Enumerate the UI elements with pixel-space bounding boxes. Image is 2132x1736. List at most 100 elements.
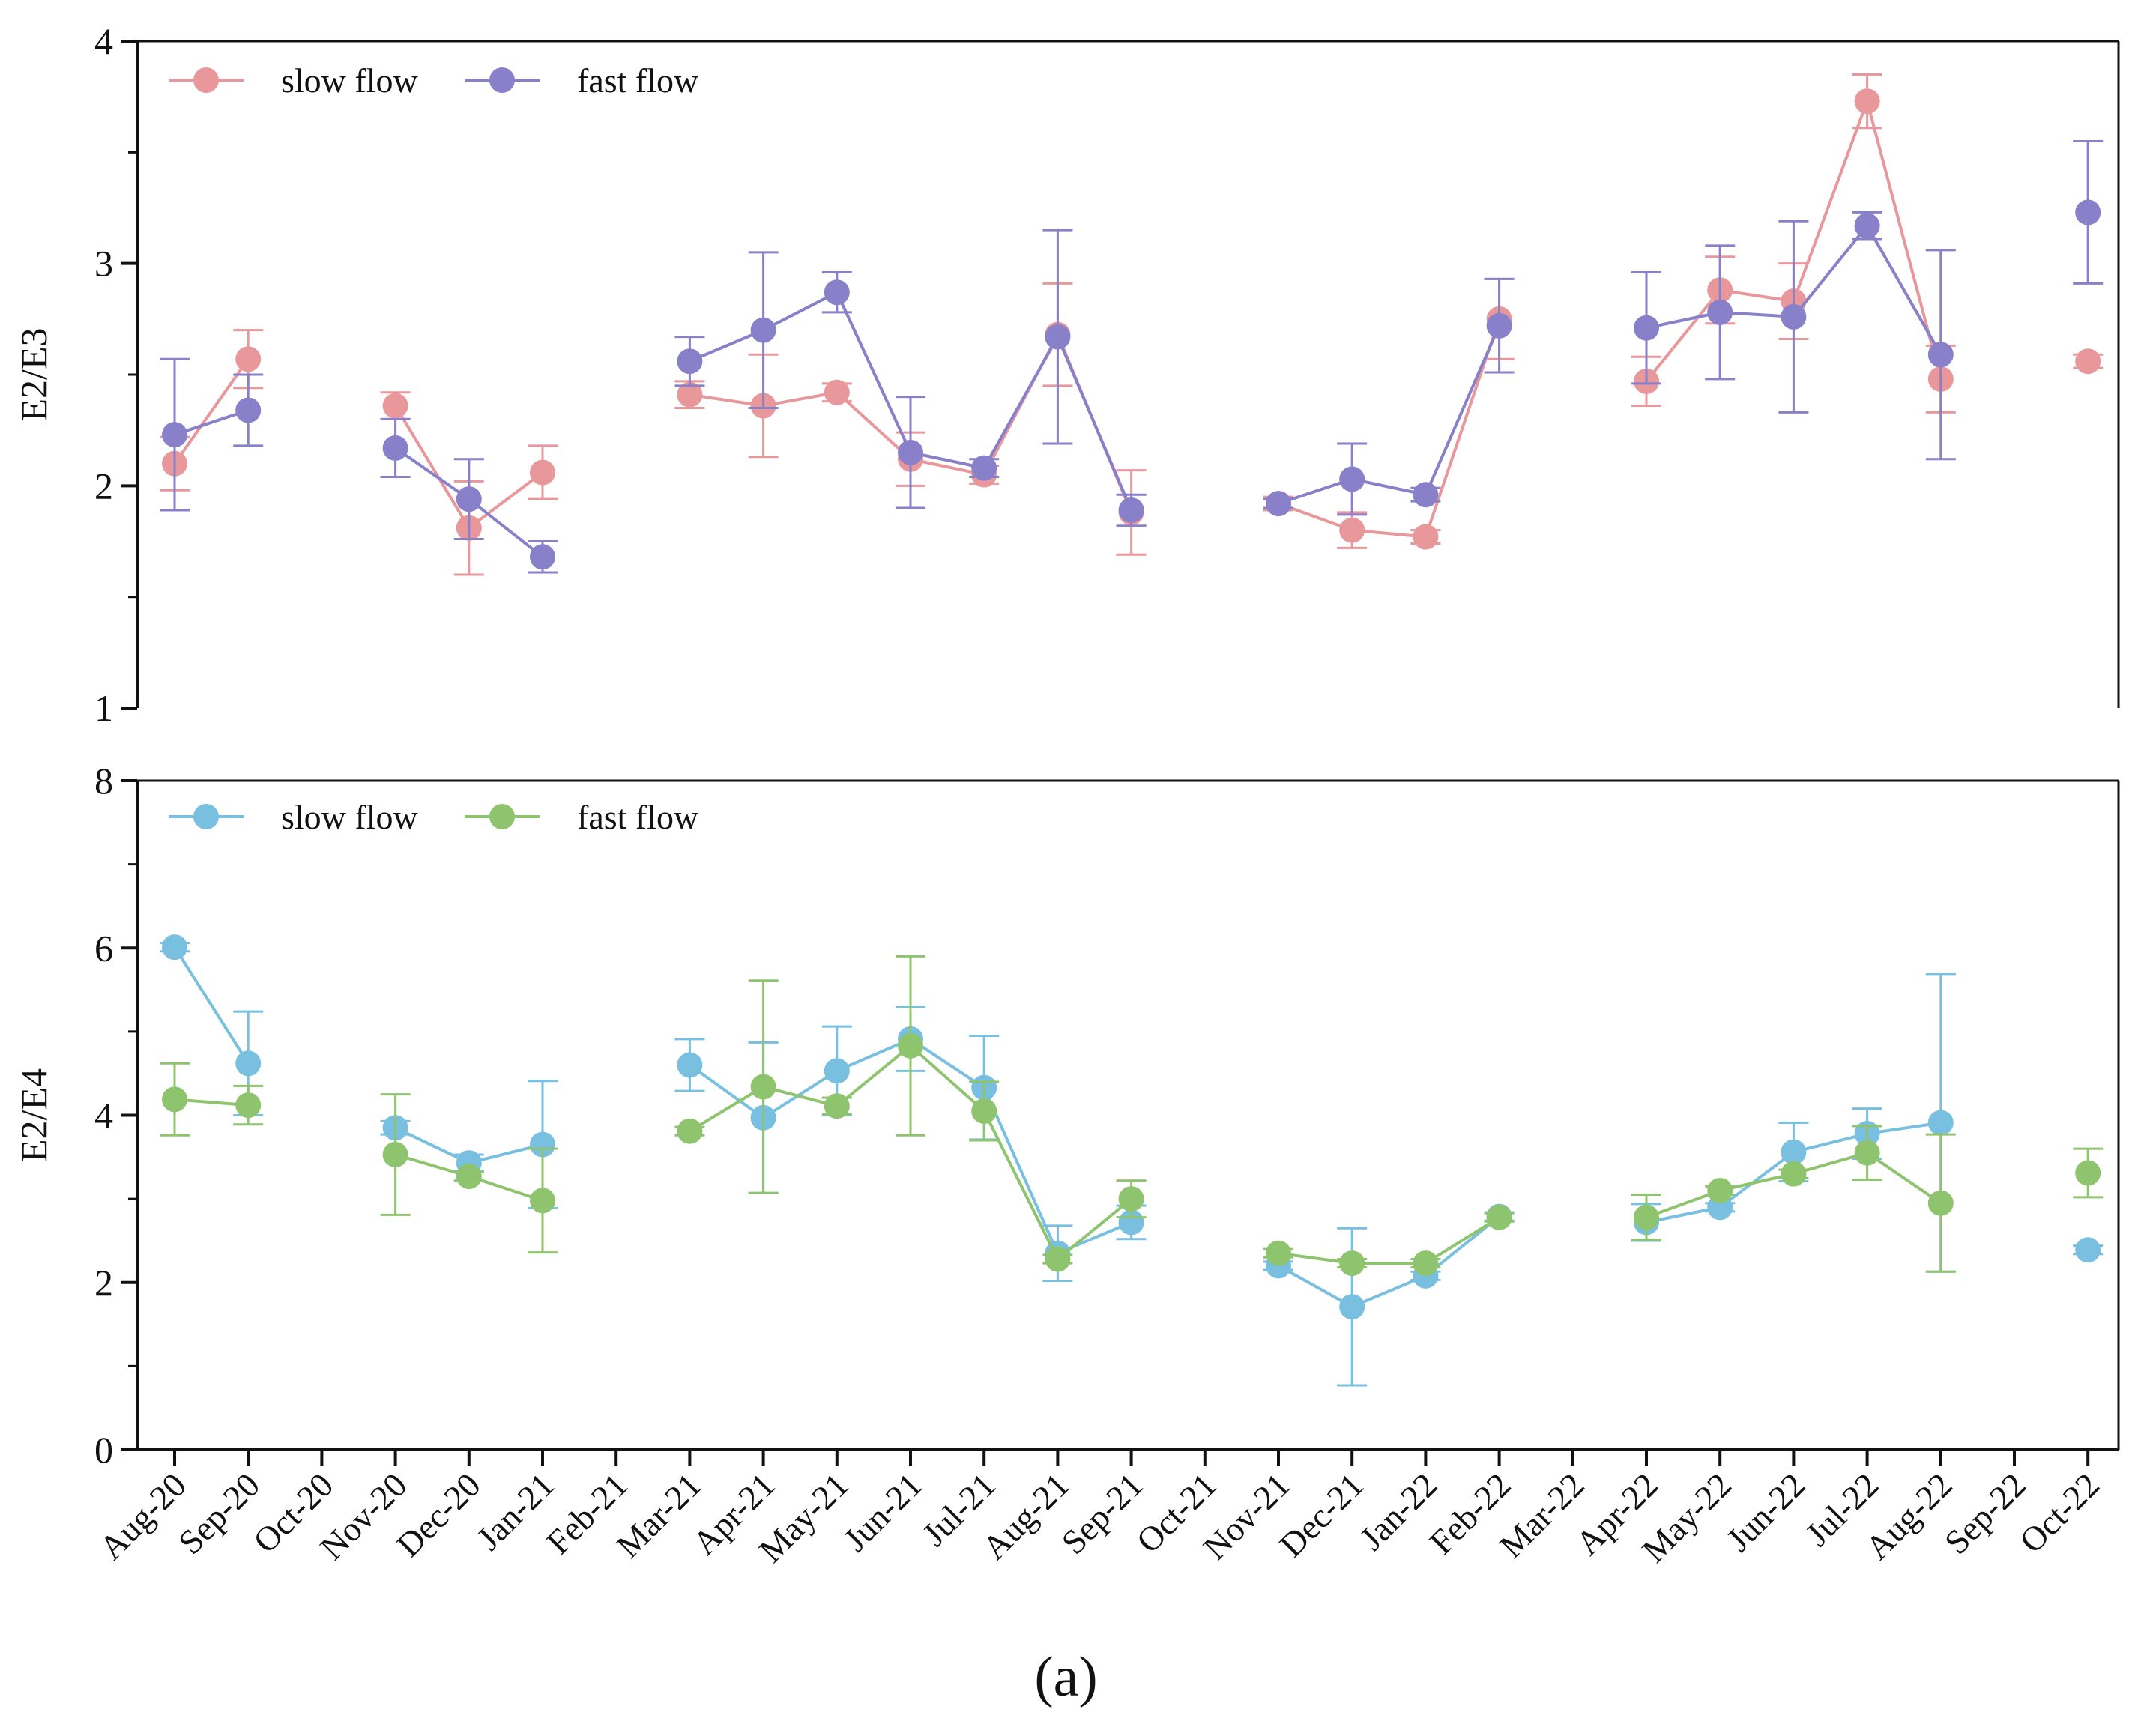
series-slow-flow [160,934,2104,1387]
data-point [530,1131,555,1158]
x-tick-label: Jun-21 [836,1466,929,1559]
panel-e2-e4: 02468E2/E4Aug-20Sep-20Oct-20Nov-20Dec-20… [13,760,2120,1570]
data-point [1413,482,1439,508]
data-point [1486,312,1512,339]
data-point [677,1118,703,1144]
data-point [235,346,262,372]
data-point [677,1052,703,1078]
y-tick-label: 0 [94,1429,113,1471]
legend-label: slow flow [281,798,419,836]
data-point [824,379,850,405]
legend-label: slow flow [281,61,419,100]
data-point [530,459,555,486]
data-point [2075,1237,2101,1263]
data-point [382,393,408,419]
data-point [971,1098,997,1124]
series-fast-flow [160,955,2104,1277]
data-point [1854,213,1880,239]
x-tick-label: Sep-22 [1937,1466,2033,1561]
x-tick-label: Sep-21 [1054,1466,1150,1561]
data-point [1854,88,1880,115]
data-point [898,1032,923,1059]
y-tick-label: 1 [94,687,113,729]
data-point [1634,1204,1659,1230]
x-tick-label: Aug-20 [92,1466,193,1567]
x-tick-label: Dec-20 [389,1466,488,1564]
data-point [1413,524,1439,550]
data-point [2075,348,2101,375]
y-tick-label: 8 [94,760,113,802]
y-tick-label: 3 [94,243,113,285]
data-point [824,1058,850,1084]
series-line [1278,318,1501,539]
x-tick-label: Sep-20 [171,1466,267,1561]
data-point [971,455,997,481]
data-point [1339,517,1365,543]
data-point [382,435,408,461]
data-point [162,1086,187,1113]
data-point [1927,342,1954,368]
data-point [1854,1140,1880,1166]
y-axis-label: E2/E3 [13,328,55,422]
data-point [456,486,482,512]
data-point [1634,315,1659,341]
data-point [1118,1186,1144,1212]
series-line [1278,1215,1500,1265]
x-tick-label: Jun-22 [1719,1466,1813,1559]
legend-marker [489,804,515,829]
x-tick-label: Dec-21 [1272,1466,1371,1564]
data-point [1781,303,1807,330]
series-line [1278,1215,1500,1309]
data-point [235,1050,262,1077]
data-point [750,1074,776,1100]
data-point [1781,1139,1807,1165]
legend-marker [489,67,515,93]
legend-label: fast flow [577,798,699,836]
data-point [235,1092,262,1119]
data-point [2075,199,2101,226]
data-point [677,348,703,375]
data-point [162,934,187,961]
series-line [174,408,249,436]
data-point [1707,299,1733,325]
data-point [1339,1294,1365,1320]
data-point [1266,491,1291,517]
data-point [456,1163,482,1189]
y-tick-label: 2 [94,465,113,506]
data-point [1118,1209,1144,1236]
legend-label: fast flow [577,61,699,100]
data-point [1413,1250,1439,1277]
data-point [530,544,555,570]
data-point [235,397,262,423]
y-tick-label: 4 [94,20,113,62]
data-point [1266,1240,1291,1266]
series-line [1278,324,1501,505]
x-tick-label: Mar-22 [1492,1466,1592,1565]
data-point [824,279,850,306]
panel-e2-e3: 1 2 3 4 E2/E3 slow flow fast flow [13,20,2120,729]
y-tick-label: 4 [94,1095,113,1137]
y-tick-label: 6 [94,927,113,969]
data-point [677,381,703,408]
series-line [173,358,250,465]
data-point [1339,466,1365,492]
y-axis-label: E2/E4 [13,1068,55,1162]
data-point [750,317,776,343]
series-line [173,946,250,1065]
legend-marker [193,804,219,829]
x-tick-label: Mar-21 [609,1466,709,1565]
data-point [824,1093,850,1119]
data-point [1486,1204,1512,1230]
data-point [1045,1246,1071,1272]
data-point [382,1141,408,1167]
data-point [1927,1110,1954,1136]
data-point [1781,1161,1807,1187]
data-point [1118,497,1144,523]
data-point [1927,1190,1954,1216]
data-point [162,422,187,448]
data-point [1045,324,1071,350]
data-point [1339,1250,1365,1277]
legend-marker [193,67,219,93]
x-tick-label: Oct-22 [2012,1466,2107,1560]
